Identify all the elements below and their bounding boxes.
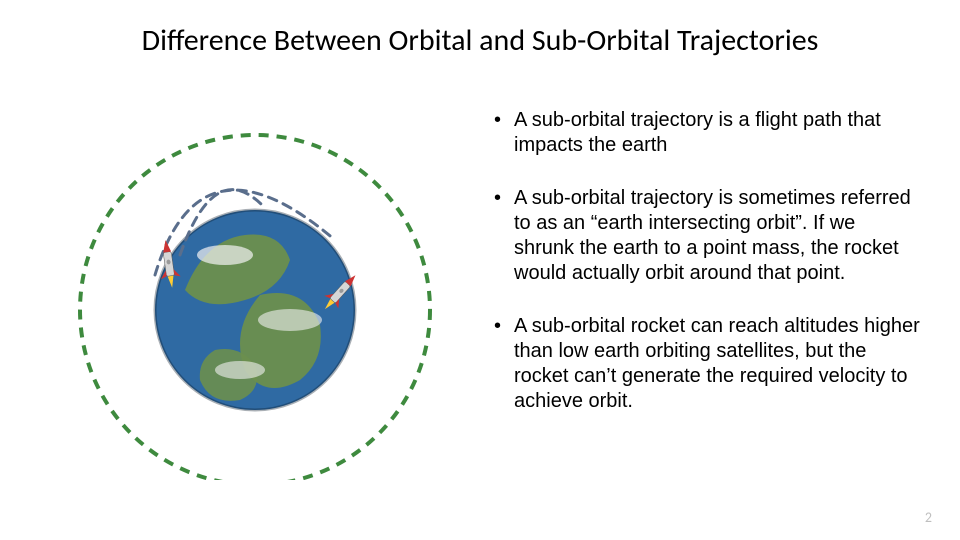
- bullet-item: A sub-orbital trajectory is a flight pat…: [490, 108, 920, 158]
- page-number: 2: [925, 509, 932, 526]
- bullet-list: A sub-orbital trajectory is a flight pat…: [490, 108, 920, 442]
- trajectory-diagram: [60, 100, 440, 480]
- bullet-item: A sub-orbital rocket can reach altitudes…: [490, 314, 920, 414]
- page-title: Difference Between Orbital and Sub-Orbit…: [0, 22, 960, 59]
- bullet-item: A sub-orbital trajectory is sometimes re…: [490, 186, 920, 286]
